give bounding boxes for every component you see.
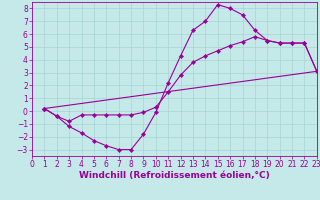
- X-axis label: Windchill (Refroidissement éolien,°C): Windchill (Refroidissement éolien,°C): [79, 171, 270, 180]
